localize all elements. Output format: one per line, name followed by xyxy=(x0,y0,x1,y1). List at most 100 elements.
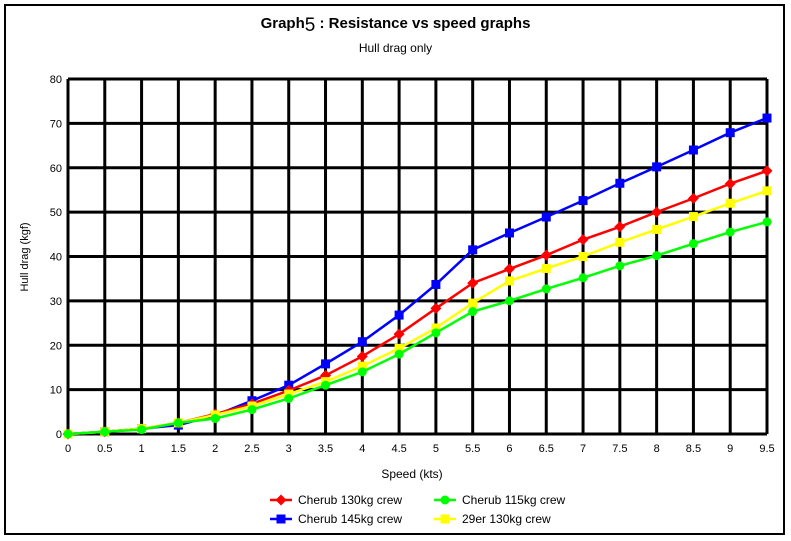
series-line xyxy=(67,220,768,436)
data-point xyxy=(540,249,552,261)
y-tick-label: 40 xyxy=(50,252,62,264)
data-point xyxy=(762,186,772,196)
x-tick-label: 4 xyxy=(359,443,365,455)
data-point xyxy=(578,273,588,283)
x-tick-label: 0.5 xyxy=(97,443,112,455)
chart-title-rest: : Resistance vs speed graphs xyxy=(315,15,531,32)
y-tick-label: 0 xyxy=(56,429,62,441)
x-tick-label: 1.5 xyxy=(171,443,186,455)
legend-swatch-marker xyxy=(440,495,450,505)
data-point xyxy=(431,279,441,289)
legend-label: Cherub 130kg crew xyxy=(298,493,402,507)
chart-title-number: 5 xyxy=(304,15,316,36)
data-point xyxy=(614,221,626,233)
x-tick-label: 0 xyxy=(65,443,71,455)
data-point xyxy=(725,128,735,138)
data-point xyxy=(541,284,551,294)
data-point xyxy=(63,429,73,439)
data-point xyxy=(688,239,698,249)
x-tick-labels: 0 0.5 1 1.5 2 2.5 3 3.5 4 4.5 5 5.5 6 6.5 7 7.5 8 8.5 9 9.5 xyxy=(65,443,775,455)
x-tick-label: 3.5 xyxy=(318,443,333,455)
data-point xyxy=(247,405,257,415)
data-point xyxy=(173,418,183,428)
legend: Cherub 130kg crew Cherub 145kg crew Cherub… xyxy=(270,493,566,526)
data-point xyxy=(688,212,698,222)
data-point xyxy=(725,227,735,237)
x-tick-label: 2 xyxy=(212,443,218,455)
chart-subtitle: Hull drag only xyxy=(358,41,433,55)
x-tick-label: 9.5 xyxy=(759,443,774,455)
data-point xyxy=(651,206,663,218)
x-tick-label: 1 xyxy=(139,443,145,455)
data-point xyxy=(467,277,479,289)
x-tick-label: 6.5 xyxy=(539,443,554,455)
series-3 xyxy=(63,186,772,439)
data-point xyxy=(504,296,514,306)
data-point xyxy=(503,263,515,275)
data-point xyxy=(468,298,478,308)
data-point xyxy=(394,349,404,359)
legend-label: 29er 130kg crew xyxy=(462,512,551,526)
data-point xyxy=(725,198,735,208)
legend-item: Cherub 115kg crew xyxy=(434,493,566,507)
legend-item: Cherub 145kg crew xyxy=(270,512,402,526)
y-axis-label: Hull drag (kgf) xyxy=(19,222,31,291)
data-point xyxy=(356,350,368,362)
data-point xyxy=(504,228,514,238)
legend-label: Cherub 145kg crew xyxy=(298,512,402,526)
y-tick-label: 50 xyxy=(50,207,62,219)
data-point xyxy=(578,252,588,261)
y-tick-label: 80 xyxy=(50,74,62,86)
data-point xyxy=(615,261,625,271)
grid-lines xyxy=(66,77,769,436)
chart-title-main: Graph xyxy=(260,15,305,32)
x-tick-label: 4.5 xyxy=(391,443,406,455)
data-point xyxy=(357,367,367,377)
data-point xyxy=(100,427,110,437)
y-tick-label: 70 xyxy=(50,118,62,130)
data-point xyxy=(394,310,404,320)
data-point xyxy=(393,328,405,340)
data-point xyxy=(541,263,551,273)
data-point xyxy=(357,361,367,371)
y-tick-labels: 0 10 20 30 40 50 60 70 80 xyxy=(50,74,62,441)
data-point xyxy=(724,178,736,190)
series-0 xyxy=(62,165,773,440)
data-point xyxy=(652,162,662,172)
data-point xyxy=(468,307,478,317)
data-point xyxy=(541,212,551,222)
data-point xyxy=(321,359,331,369)
data-point xyxy=(578,196,588,206)
data-point xyxy=(687,192,699,204)
legend-item: 29er 130kg crew xyxy=(434,512,551,526)
x-tick-label: 8.5 xyxy=(686,443,701,455)
series-group xyxy=(62,113,773,440)
x-tick-label: 2.5 xyxy=(244,443,259,455)
data-point xyxy=(504,276,514,286)
legend-swatch-marker xyxy=(275,494,287,506)
data-point xyxy=(137,425,147,435)
data-point xyxy=(688,145,698,155)
data-point xyxy=(652,224,662,234)
legend-item: Cherub 130kg crew xyxy=(270,493,402,507)
x-tick-label: 7.5 xyxy=(612,443,627,455)
data-point xyxy=(210,413,220,423)
y-tick-label: 20 xyxy=(50,340,62,352)
x-tick-label: 3 xyxy=(286,443,292,455)
data-point xyxy=(762,217,772,227)
chart-title: Graph5 : Resistance vs speed graphs xyxy=(0,12,791,36)
data-point xyxy=(431,323,441,333)
data-point xyxy=(468,245,478,255)
data-point xyxy=(652,251,662,261)
data-point xyxy=(761,165,773,177)
y-tick-label: 30 xyxy=(50,296,62,308)
x-tick-label: 7 xyxy=(580,443,586,455)
x-tick-label: 5 xyxy=(433,443,439,455)
data-point xyxy=(284,394,294,403)
x-axis-label: Speed (kts) xyxy=(381,467,442,481)
x-tick-label: 5.5 xyxy=(465,443,480,455)
x-tick-label: 9 xyxy=(727,443,733,455)
x-tick-label: 6 xyxy=(506,443,512,455)
legend-swatch-marker xyxy=(440,514,450,524)
